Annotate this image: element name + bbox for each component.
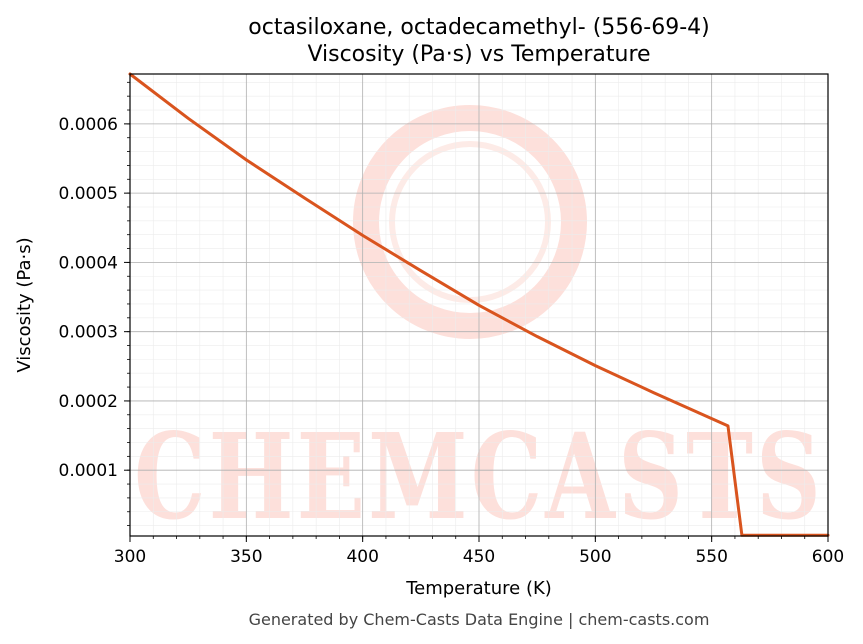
x-axis-label: Temperature (K) bbox=[405, 578, 552, 599]
watermark-ring bbox=[353, 105, 587, 339]
y-tick-label: 0.0006 bbox=[59, 115, 118, 135]
y-axis-label: Viscosity (Pa·s) bbox=[14, 237, 35, 372]
chart-title: octasiloxane, octadecamethyl- (556-69-4) bbox=[248, 15, 709, 40]
x-tick-label: 300 bbox=[114, 547, 146, 567]
x-tick-label: 500 bbox=[579, 547, 611, 567]
footer-credit: Generated by Chem-Casts Data Engine | ch… bbox=[249, 610, 710, 629]
y-tick-label: 0.0004 bbox=[59, 253, 118, 273]
y-tick-label: 0.0003 bbox=[59, 323, 118, 343]
watermark-ring-inner bbox=[389, 141, 551, 303]
x-tick-label: 600 bbox=[812, 547, 844, 567]
viscosity-series-line bbox=[128, 72, 830, 537]
y-tick-label: 0.0005 bbox=[59, 184, 118, 204]
x-tick-label: 550 bbox=[695, 547, 727, 567]
watermark-logo: CHEMCASTS bbox=[134, 105, 824, 546]
watermark-text: CHEMCASTS bbox=[134, 407, 824, 546]
y-tick-label: 0.0002 bbox=[59, 392, 118, 412]
x-tick-label: 450 bbox=[463, 547, 495, 567]
chart-subtitle: Viscosity (Pa·s) vs Temperature bbox=[307, 42, 650, 67]
x-tick-label: 400 bbox=[346, 547, 378, 567]
y-tick-labels: 0.0001 0.0002 0.0003 0.0004 0.0005 0.0006 bbox=[59, 115, 118, 481]
axis-ticks bbox=[124, 81, 829, 542]
x-tick-labels: 300 350 400 450 500 550 600 bbox=[114, 547, 844, 567]
x-tick-label: 350 bbox=[230, 547, 262, 567]
series-layer bbox=[128, 72, 830, 537]
y-tick-label: 0.0001 bbox=[59, 461, 118, 481]
